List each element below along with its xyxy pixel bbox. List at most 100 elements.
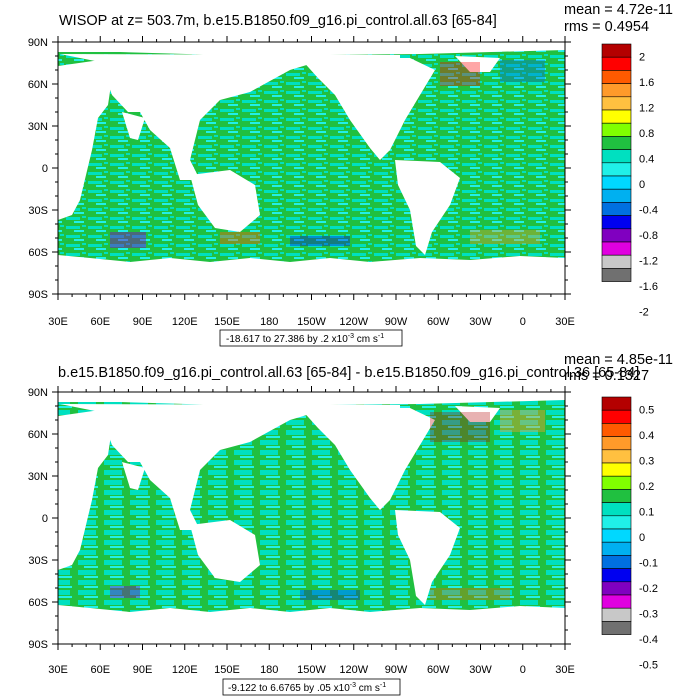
x-tick-label: 150E (214, 664, 240, 676)
colorbar-label: -0.2 (639, 583, 658, 595)
colorbar-label: 0 (639, 532, 645, 544)
colorbar-swatch (601, 43, 632, 58)
colorbar-swatch (601, 475, 632, 490)
colorbar-swatch (601, 581, 632, 596)
colorbar-label: 0.1 (639, 507, 654, 519)
x-tick-label: 30E (48, 664, 68, 676)
colorbar-label: -0.4 (639, 634, 658, 646)
top-land-india (122, 112, 145, 140)
colorbar-label: 0.4 (639, 154, 654, 166)
colorbar-swatch (601, 436, 632, 451)
y-tick-label: 0 (42, 513, 48, 525)
bottom-land-africa (58, 410, 112, 570)
x-tick-label: 60W (427, 316, 450, 328)
y-tick-label: 30S (28, 205, 48, 217)
bottom-colorbar: 0.5 0.4 0.3 0.2 0.1 0 -0.1 -0.2 -0.3 -0.4 -0.5 (601, 396, 658, 671)
y-tick-label: 60S (28, 247, 48, 259)
x-tick-label: 90W (385, 664, 408, 676)
colorbar-swatch (601, 555, 632, 569)
colorbar-swatch (601, 621, 632, 635)
colorbar-swatch (601, 396, 632, 411)
y-tick-label: 60N (28, 79, 48, 91)
colorbar-swatch (601, 162, 632, 177)
top-range-exp: -3 (348, 333, 354, 340)
x-tick-label: 90W (385, 316, 408, 328)
colorbar-swatch (601, 254, 632, 269)
colorbar-swatch (601, 541, 632, 556)
colorbar-swatch (601, 188, 632, 203)
colorbar-label: 0.8 (639, 128, 654, 140)
colorbar-swatch (601, 122, 632, 137)
colorbar-label: -0.5 (639, 659, 658, 671)
colorbar-swatch (601, 607, 632, 622)
bottom-map-axes: 90N 60N 30N 0 30S 60S 90S 30E 60E 90E 120E 150E 180 1… (28, 386, 575, 676)
top-land-north-america (300, 58, 435, 160)
y-tick-label: 90N (28, 387, 48, 399)
y-tick-label: 60S (28, 597, 48, 609)
colorbar-label: 0.5 (639, 405, 654, 417)
colorbar-label: 1.6 (639, 77, 654, 89)
top-map: 90N 60N 30N 0 30S 60S 90S 30E 60E 90E 120E 150E 180 1… (28, 36, 575, 328)
top-range-units: cm s (354, 334, 378, 345)
bottom-panel-title: b.e15.B1850.f09_g16.pi_control.all.63 [6… (58, 365, 639, 381)
colorbar-label: -1.6 (639, 281, 658, 293)
colorbar-swatch (601, 462, 632, 477)
x-tick-label: 60W (427, 664, 450, 676)
colorbar-label: -1.2 (639, 256, 658, 268)
colorbar-swatch (601, 149, 632, 164)
y-tick-label: 30S (28, 555, 48, 567)
bottom-land-south-america (395, 510, 460, 605)
top-land-greenland (455, 56, 500, 72)
colorbar-swatch (601, 489, 632, 503)
colorbar-label: -0.4 (639, 205, 658, 217)
colorbar-swatch (601, 70, 632, 84)
top-land-australia (190, 170, 260, 232)
x-tick-label: 120E (172, 664, 198, 676)
bottom-range-box: -9.122 to 6.6765 by .05 x10-3 cm s-1 (222, 678, 401, 696)
colorbar-label: 0.3 (639, 456, 654, 468)
bottom-land-antarctica (58, 605, 565, 644)
bottom-range-text: -9.122 to 6.6765 by .05 x10 (228, 683, 350, 694)
top-panel-rms: rms = 0.4954 (564, 19, 649, 35)
bottom-map: 90N 60N 30N 0 30S 60S 90S 30E 60E 90E 120E 150E 180 1… (28, 386, 575, 676)
x-tick-label: 0 (520, 664, 526, 676)
x-tick-label: 180 (260, 316, 278, 328)
x-tick-label: 150W (297, 316, 326, 328)
top-land-eurasia (60, 54, 400, 180)
colorbar-swatch (601, 215, 632, 230)
bottom-range-units-exp: -1 (380, 682, 386, 689)
top-panel-mean: mean = 4.72e-11 (564, 2, 673, 18)
colorbar-swatch (601, 136, 632, 150)
colorbar-label: -0.8 (639, 230, 658, 242)
bottom-map-land (58, 392, 565, 644)
bottom-panel-rms: rms = 0.1327 (564, 368, 649, 384)
y-tick-label: 90S (28, 289, 48, 301)
svg-text:-9.122 to 6.6765 by .05 x10-3: -9.122 to 6.6765 by .05 x10-3 cm s-1 (228, 682, 386, 694)
colorbar-label: -0.1 (639, 558, 658, 570)
bottom-range-exp: -3 (350, 682, 356, 689)
top-panel: WISOP at z= 503.7m, b.e15.B1850.f09_g16.… (28, 2, 673, 347)
x-tick-label: 30E (555, 316, 575, 328)
colorbar-label: 0.2 (639, 481, 654, 493)
x-tick-label: 150W (297, 664, 326, 676)
top-panel-title: WISOP at z= 503.7m, b.e15.B1850.f09_g16.… (59, 13, 497, 29)
bottom-panel-mean: mean = 4.85e-11 (564, 352, 673, 368)
bottom-map-features (110, 410, 545, 600)
colorbar-label: -0.3 (639, 609, 658, 621)
x-tick-label: 120E (172, 316, 198, 328)
x-tick-label: 30E (555, 664, 575, 676)
colorbar-swatch (601, 228, 632, 243)
colorbar-swatch (601, 202, 632, 216)
x-tick-label: 150E (214, 316, 240, 328)
x-tick-label: 30W (469, 316, 492, 328)
svg-text:-18.617 to 27.386 by .2 x10-3: -18.617 to 27.386 by .2 x10-3 cm s-1 (226, 333, 384, 345)
colorbar-swatch (601, 268, 632, 282)
colorbar-swatch (601, 175, 632, 190)
top-land-africa (58, 60, 112, 220)
x-tick-label: 90E (133, 316, 153, 328)
colorbar-label: -2 (639, 306, 649, 318)
top-range-units-exp: -1 (378, 333, 384, 340)
top-range-box: -18.617 to 27.386 by .2 x10-3 cm s-1 (219, 329, 403, 347)
bottom-land-australia (190, 520, 260, 582)
